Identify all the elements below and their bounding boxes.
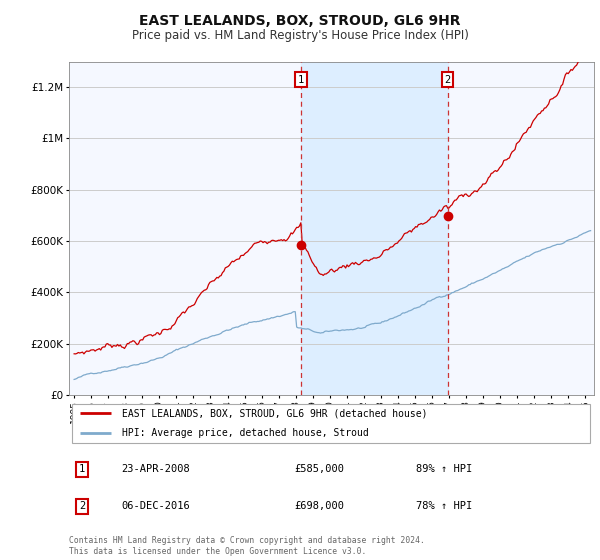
Text: EAST LEALANDS, BOX, STROUD, GL6 9HR (detached house): EAST LEALANDS, BOX, STROUD, GL6 9HR (det… bbox=[121, 408, 427, 418]
Text: 1: 1 bbox=[298, 74, 304, 85]
Text: 89% ↑ HPI: 89% ↑ HPI bbox=[415, 464, 472, 474]
Text: Price paid vs. HM Land Registry's House Price Index (HPI): Price paid vs. HM Land Registry's House … bbox=[131, 29, 469, 42]
Text: £585,000: £585,000 bbox=[295, 464, 345, 474]
Text: 2: 2 bbox=[445, 74, 451, 85]
Bar bbox=[301, 62, 448, 395]
Text: HPI: Average price, detached house, Stroud: HPI: Average price, detached house, Stro… bbox=[121, 428, 368, 438]
Text: 06-DEC-2016: 06-DEC-2016 bbox=[121, 501, 190, 511]
Text: 23-APR-2008: 23-APR-2008 bbox=[121, 464, 190, 474]
Text: 78% ↑ HPI: 78% ↑ HPI bbox=[415, 501, 472, 511]
Text: £698,000: £698,000 bbox=[295, 501, 345, 511]
Text: EAST LEALANDS, BOX, STROUD, GL6 9HR: EAST LEALANDS, BOX, STROUD, GL6 9HR bbox=[139, 14, 461, 28]
Text: Contains HM Land Registry data © Crown copyright and database right 2024.
This d: Contains HM Land Registry data © Crown c… bbox=[69, 536, 425, 556]
Text: 1: 1 bbox=[79, 464, 85, 474]
Text: 2: 2 bbox=[79, 501, 85, 511]
FancyBboxPatch shape bbox=[71, 404, 590, 443]
